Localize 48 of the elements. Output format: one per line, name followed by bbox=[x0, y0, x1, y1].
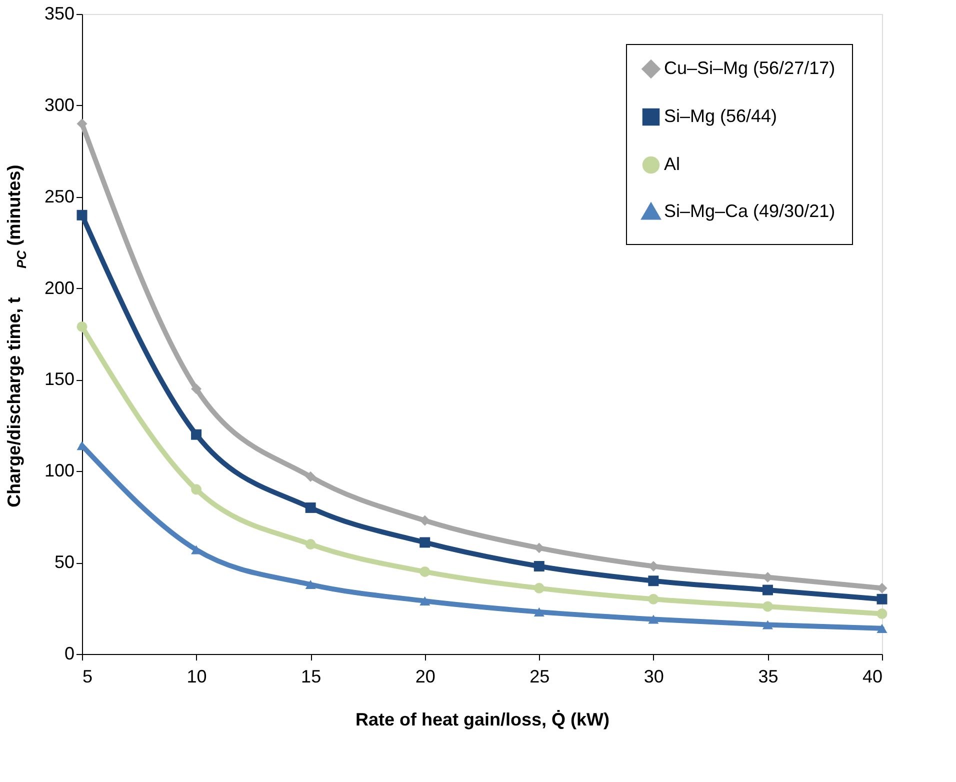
point bbox=[876, 608, 888, 620]
x-tick-label: 35 bbox=[758, 666, 778, 686]
y-tick-label: 200 bbox=[44, 278, 74, 298]
x-tick-label: 25 bbox=[530, 666, 550, 686]
point bbox=[762, 584, 773, 596]
point bbox=[648, 594, 659, 604]
point bbox=[305, 502, 316, 513]
point bbox=[534, 607, 544, 616]
x-tick-label: 40 bbox=[862, 666, 882, 686]
y-tick-label: 100 bbox=[44, 460, 74, 481]
point bbox=[191, 429, 202, 440]
x-tick-label: 10 bbox=[186, 666, 207, 686]
point bbox=[876, 624, 888, 633]
point bbox=[762, 620, 773, 630]
point bbox=[534, 582, 544, 594]
legend-label: Si–Mg–Ca (49/30/21) bbox=[664, 201, 836, 221]
point bbox=[420, 596, 430, 606]
legend-label: Cu–Si–Mg (56/27/17) bbox=[664, 58, 836, 78]
point bbox=[648, 614, 659, 624]
legend-label: Si–Mg (56/44) bbox=[664, 106, 778, 126]
legend-label: Al bbox=[664, 154, 680, 174]
y-tick-label: 300 bbox=[44, 94, 74, 115]
point bbox=[420, 515, 430, 526]
point bbox=[420, 537, 430, 548]
x-axis-title: Rate of heat gain/loss, Q̇ (kW) bbox=[355, 710, 610, 730]
y-tick-label: 250 bbox=[44, 186, 74, 206]
point bbox=[305, 580, 316, 590]
text: Charge/discharge time, tPC (minutes) bbox=[4, 164, 29, 508]
x-tick-label: 20 bbox=[415, 666, 436, 686]
point bbox=[305, 471, 316, 482]
point bbox=[534, 560, 544, 572]
x-tick-label: 30 bbox=[644, 666, 664, 686]
y-tick-label: 350 bbox=[44, 4, 74, 24]
y-tick-label: 0 bbox=[64, 644, 74, 664]
point bbox=[76, 210, 88, 220]
point bbox=[876, 594, 888, 604]
point bbox=[420, 566, 430, 577]
x-tick-label: 15 bbox=[301, 666, 322, 686]
point bbox=[191, 484, 202, 495]
point bbox=[191, 384, 202, 394]
point bbox=[648, 576, 659, 586]
point bbox=[305, 539, 316, 550]
y-tick-label: 150 bbox=[44, 369, 74, 390]
point bbox=[762, 601, 773, 612]
point bbox=[76, 118, 88, 129]
point bbox=[76, 321, 88, 332]
y-tick-label: 50 bbox=[54, 552, 74, 572]
x-tick-label: 5 bbox=[82, 666, 93, 686]
